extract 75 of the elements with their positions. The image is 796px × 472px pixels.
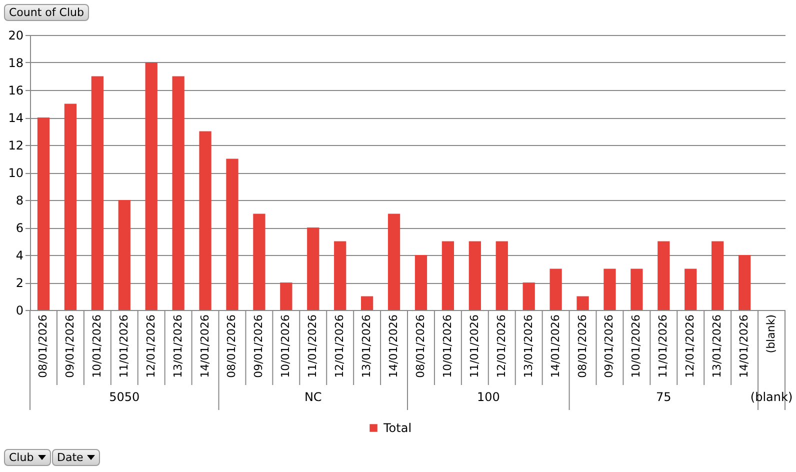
x-tick-label: 13/01/2026	[710, 314, 724, 378]
x-tick-label: 12/01/2026	[494, 314, 508, 378]
field-button: Club	[4, 449, 51, 466]
x-tick-label: 12/01/2026	[684, 314, 697, 378]
x-tick-label: 11/01/2026	[306, 314, 320, 378]
field-button: Count of Club	[4, 4, 89, 21]
bar	[414, 255, 428, 310]
x-tick-label: 13/01/2026	[522, 314, 535, 378]
text: 75	[656, 390, 672, 404]
bar	[307, 228, 320, 310]
bar	[630, 268, 643, 310]
bar	[91, 76, 104, 310]
bar	[468, 241, 481, 310]
bar	[253, 214, 266, 310]
x-tick-label: 09/01/2026	[602, 314, 616, 378]
text: NC	[304, 390, 322, 404]
x-tick-label: 10/01/2026	[630, 314, 643, 378]
y-tick-label: 16	[8, 84, 24, 98]
y-tick-label: 6	[16, 221, 24, 235]
bar	[360, 296, 374, 310]
x-tick-label: 09/01/2026	[63, 314, 76, 378]
bar	[334, 241, 346, 310]
x-tick-label: 11/01/2026	[656, 314, 670, 378]
x-tick-label: 14/01/2026	[387, 314, 400, 378]
x-tick-label: 14/01/2026	[198, 314, 212, 378]
x-tick-label: 13/01/2026	[171, 314, 184, 378]
x-tick-label: 10/01/2026	[440, 314, 454, 378]
bar	[226, 158, 238, 310]
x-tick-label: 08/01/2026	[414, 314, 427, 378]
text: 5050	[109, 390, 140, 404]
legend-label: Total	[382, 421, 412, 435]
bar	[442, 241, 454, 310]
y-tick-label: 20	[8, 28, 24, 42]
x-tick-label: 14/01/2026	[738, 314, 751, 378]
x-tick-label: 11/01/2026	[117, 314, 130, 378]
x-tick-label: 08/01/2026	[36, 314, 50, 378]
bar	[118, 200, 130, 310]
bar	[658, 241, 670, 310]
x-tick-label: 12/01/2026	[144, 314, 158, 378]
y-tick-label: 2	[16, 276, 24, 290]
bar	[576, 296, 589, 310]
y-tick-label: 0	[16, 304, 24, 318]
y-tick-label: 10	[8, 166, 24, 180]
bar	[522, 282, 535, 310]
y-tick-label: 8	[16, 194, 24, 208]
bar	[550, 268, 562, 310]
bar	[280, 282, 292, 310]
x-tick-label: 08/01/2026	[225, 314, 238, 378]
y-tick-label: 12	[8, 138, 24, 152]
bar	[172, 76, 184, 310]
y-tick-label: 14	[8, 111, 24, 125]
bar	[712, 241, 724, 310]
bar	[145, 62, 158, 310]
x-tick-label: (blank)	[764, 314, 778, 354]
x-tick-label: 13/01/2026	[360, 314, 374, 378]
text: (blank)	[750, 390, 793, 404]
y-tick-label: 18	[8, 56, 24, 70]
x-tick-label: 14/01/2026	[548, 314, 562, 378]
bar	[388, 214, 400, 310]
bar	[199, 131, 212, 310]
field-button: Date	[52, 449, 100, 466]
x-tick-label: 10/01/2026	[90, 314, 104, 378]
bar	[496, 241, 508, 310]
x-tick-label: 08/01/2026	[576, 314, 589, 378]
bar	[37, 118, 50, 310]
x-tick-label: 11/01/2026	[468, 314, 481, 378]
x-tick-label: 09/01/2026	[252, 314, 266, 378]
x-tick-label: 12/01/2026	[333, 314, 346, 378]
text: 100	[476, 390, 500, 404]
bar	[604, 268, 616, 310]
bar	[64, 104, 77, 310]
bar	[738, 255, 751, 310]
bar	[684, 268, 697, 310]
y-tick-label: 4	[16, 248, 24, 262]
x-tick-label: 10/01/2026	[279, 314, 292, 378]
